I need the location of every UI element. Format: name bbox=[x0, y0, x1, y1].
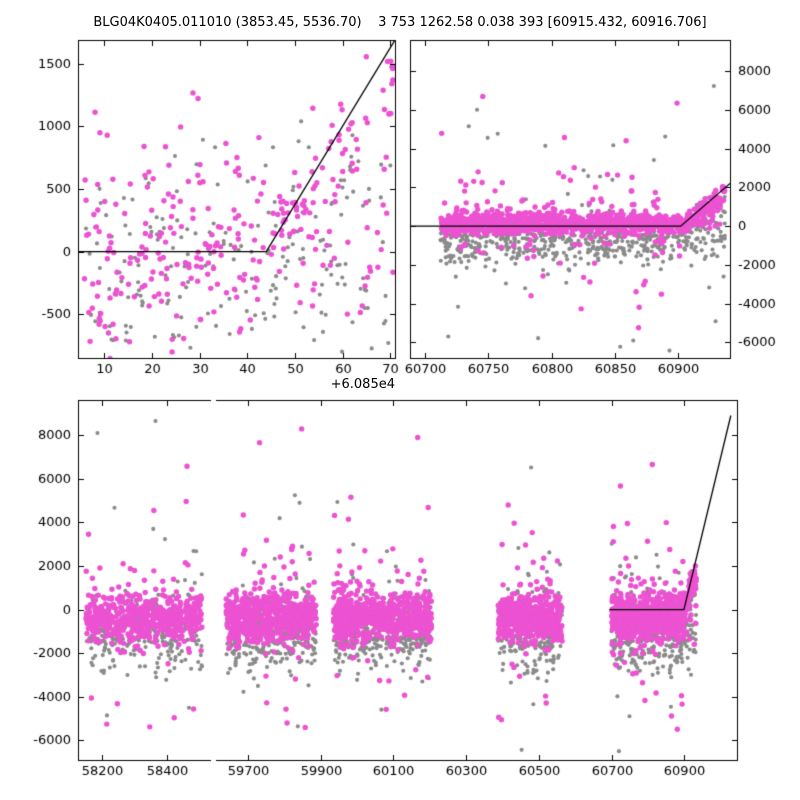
figure-title: BLG04K0405.011010 (3853.45, 5536.70) 3 7… bbox=[93, 15, 707, 30]
x-axis-offset-label: +6.085e4 bbox=[330, 377, 395, 392]
